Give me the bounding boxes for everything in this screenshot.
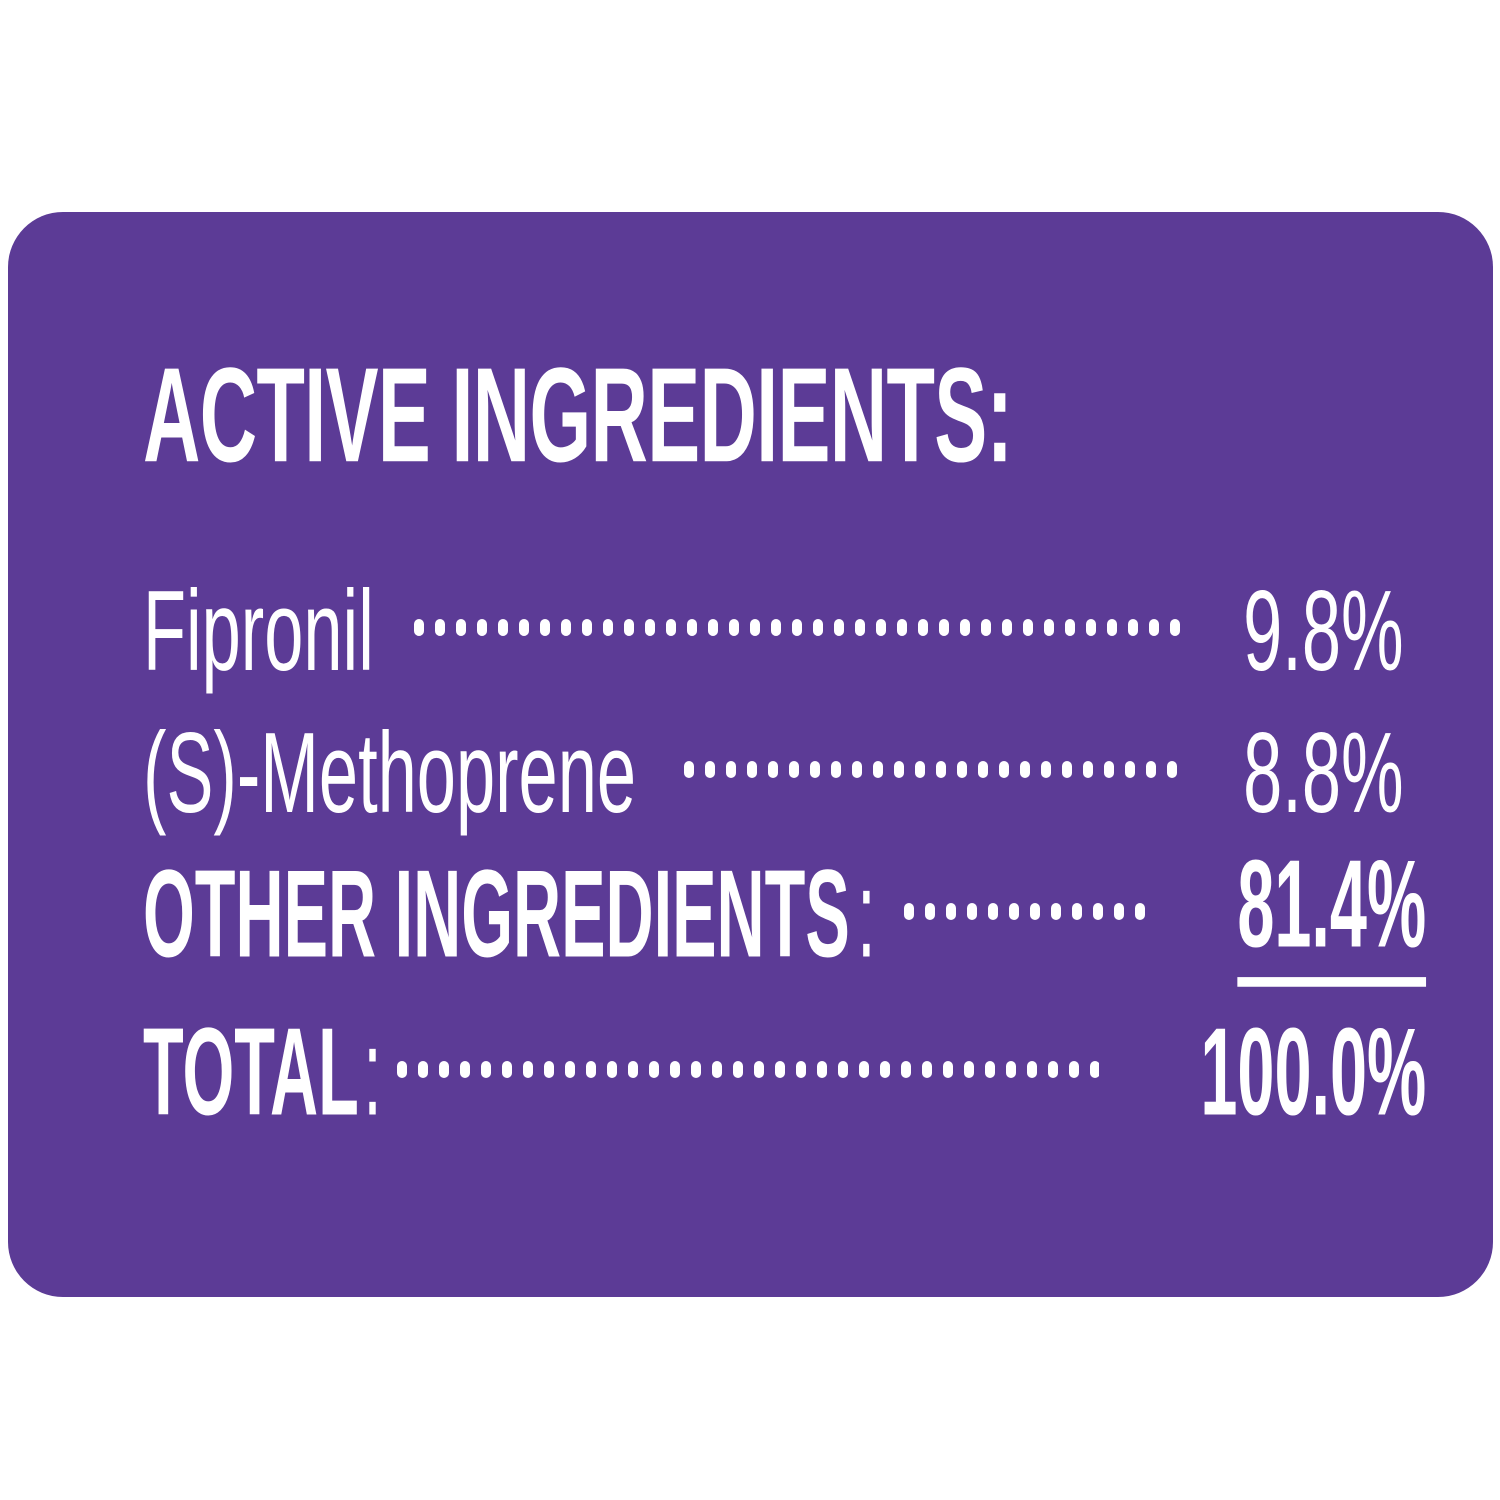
colon: : — [363, 1004, 382, 1142]
dotted-leader — [414, 618, 1181, 636]
ingredient-label: TOTAL: — [143, 1004, 382, 1142]
dotted-leader — [904, 902, 1149, 920]
ingredient-label: Fipronil — [143, 566, 374, 695]
dotted-leader — [397, 1060, 1099, 1078]
ingredient-value: 81.4% — [1171, 843, 1427, 987]
colon: : — [857, 846, 876, 984]
ingredient-row-methoprene: (S)-Methoprene 8.8% — [143, 708, 1404, 837]
ingredient-row-fipronil: Fipronil 9.8% — [143, 566, 1404, 695]
total-row: TOTAL: 100.0% — [143, 1004, 1427, 1142]
ingredient-label: OTHER INGREDIENTS: — [143, 846, 876, 984]
other-ingredients-row: OTHER INGREDIENTS: 81.4% — [143, 843, 1427, 987]
dotted-leader — [684, 760, 1181, 778]
underlined-value: 81.4% — [1237, 843, 1427, 987]
ingredient-value: 100.0% — [1200, 1004, 1427, 1142]
section-header: ACTIVE INGREDIENTS: — [143, 347, 1363, 482]
active-ingredients-panel: ACTIVE INGREDIENTS: Fipronil 9.8% (S)-Me… — [8, 212, 1493, 1297]
ingredient-value: 8.8% — [1243, 708, 1404, 837]
section-title: ACTIVE INGREDIENTS: — [143, 339, 1013, 490]
ingredient-value: 9.8% — [1243, 566, 1404, 695]
ingredient-label: (S)-Methoprene — [143, 708, 637, 837]
